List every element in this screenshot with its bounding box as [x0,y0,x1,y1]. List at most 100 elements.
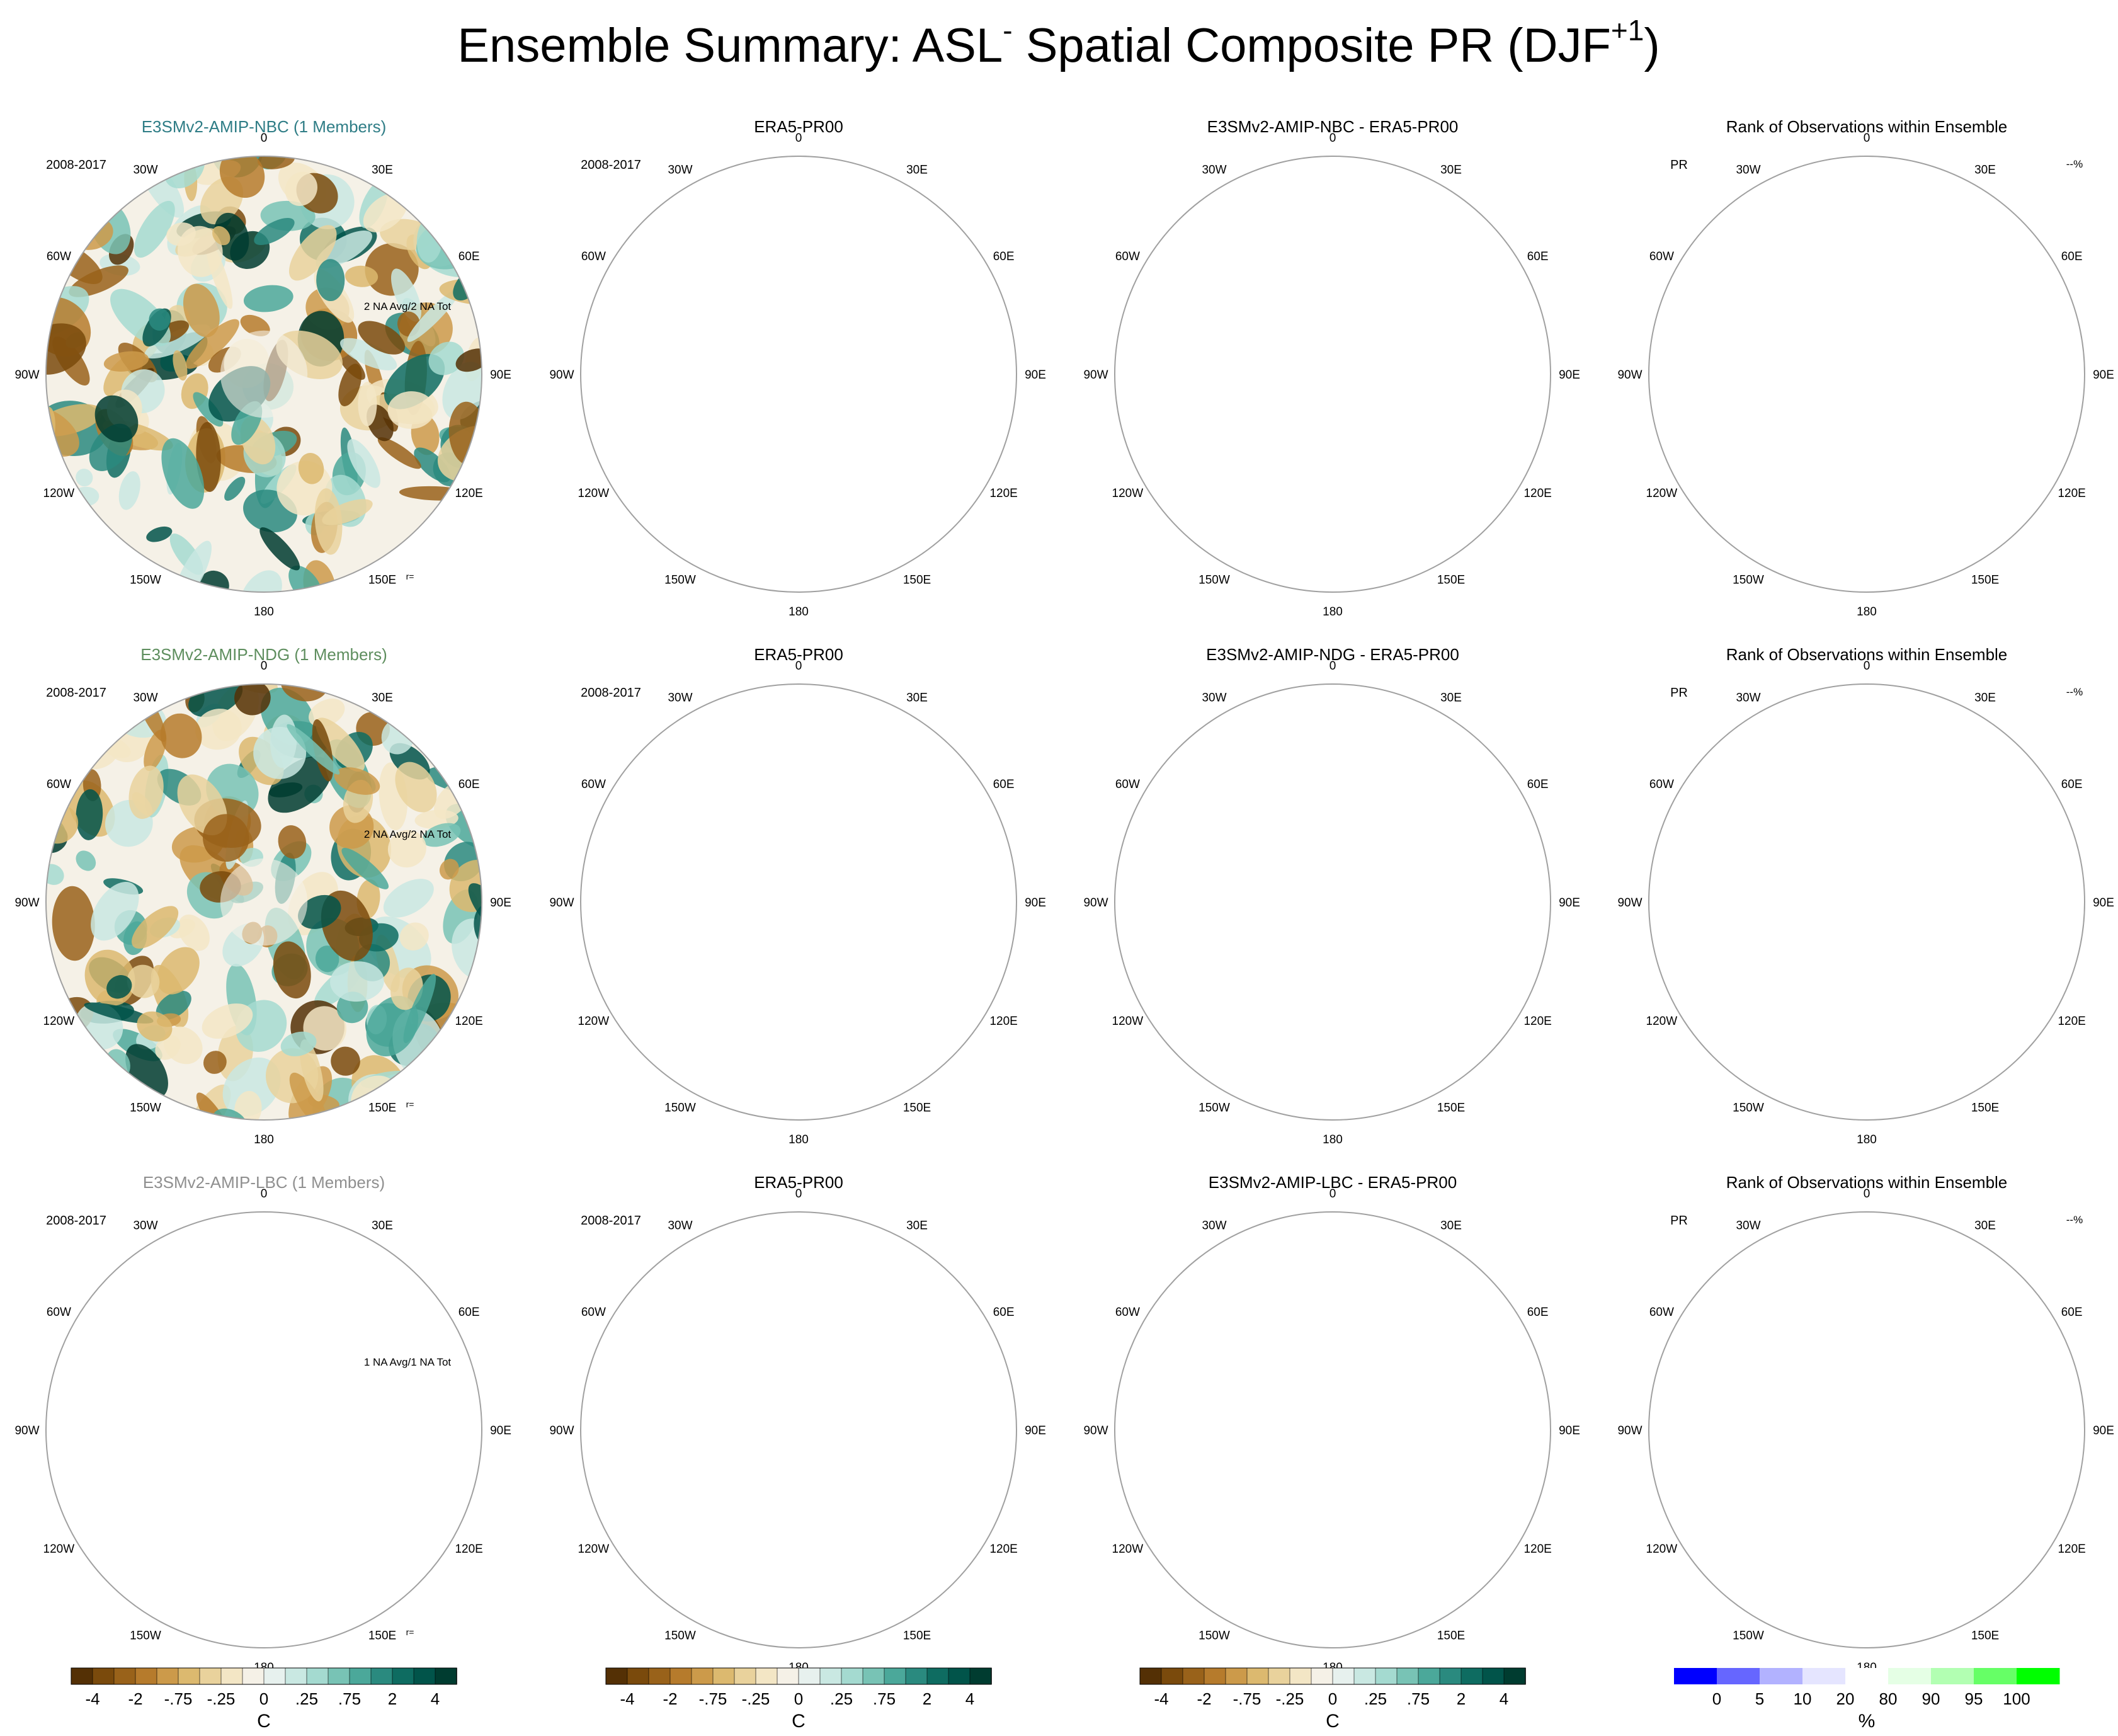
coastline [191,1217,236,1388]
longitude-label: 150W [1198,1102,1230,1115]
colorbar-tick-label: 4 [1500,1689,1508,1708]
longitude-label: 180 [789,1133,809,1146]
coastline [746,329,853,433]
coastline [2056,442,2067,446]
longitude-label: 90E [1559,368,1580,382]
longitude-label: 120W [1112,1015,1144,1028]
panel-corner-label: --% [2066,158,2083,170]
coastline [849,1073,887,1085]
polar-center [220,330,308,418]
longitude-label: 0 [1329,1187,1336,1201]
precip-cell [298,894,341,929]
coastline [2037,244,2040,249]
coastline [1358,1613,1370,1617]
longitude-label: 150W [664,574,696,587]
colorbar-swatch [905,1667,928,1685]
panel-corner-label: PR [1670,158,1688,172]
map-boundary [580,1211,1017,1648]
coastline [1326,1041,1329,1043]
coastline [1120,1378,1236,1425]
map-panel: 0 30E 60E 90E 120E 150E 180 150W 120W 90W 60W 30W Ra… [1617,645,2114,1146]
colorbar-tick-label: 5 [1755,1689,1764,1708]
precip-cell [341,847,389,889]
panel-corner-label: 2008-2017 [46,1214,106,1228]
colorbar: 0 5 10 20 80 90 95 100% [1674,1668,2060,1732]
map-panel: 0 30E 60E 90E 120E 150E 180 150W 120W 90W 60W 30W E3… [1083,117,1580,619]
coastline [824,557,836,561]
longitude-label: 60W [1115,778,1140,791]
longitude-label: 150W [1733,574,1764,587]
longitude-label: 90W [14,368,39,382]
colorbar-swatch [263,1667,286,1685]
longitude-label: 90E [1559,896,1580,910]
longitude-label: 60W [1115,250,1140,263]
longitude-label: 60E [1527,1306,1549,1319]
colorbar-tick-label: .25 [1364,1689,1387,1708]
longitude-label: 30E [906,691,928,704]
longitude-label: 90W [549,368,574,382]
coastline [988,1498,999,1502]
coastline [824,1613,836,1617]
longitude-label: 90W [1083,368,1108,382]
longitude-label: 180 [1323,1133,1343,1146]
coastline [1868,1563,1886,1604]
coastline [736,877,754,915]
longitude-label: 120E [2058,1015,2085,1028]
precip-cell [331,1046,360,1076]
precip-cell [390,268,421,322]
longitude-label: 120W [578,1015,610,1028]
precip-cell [403,974,436,1044]
colorbar-swatch [1268,1667,1290,1685]
map-panel: 0 30E 60E 90E 120E 150E 180 150W 120W 90W 60W 30W ER… [549,117,1045,619]
coastline [850,161,893,223]
colorbar-swatch [1760,1668,1803,1684]
coastline [2056,970,2067,974]
precip-cell [127,964,160,998]
precip-cell [377,437,421,469]
longitude-label: 60E [458,778,480,791]
panel-title: Rank of Observations within Ensemble [1726,117,2008,136]
coastline [850,689,893,751]
coastline [1280,857,1387,961]
longitude-label: 30E [372,163,393,176]
coastline [1945,1543,1953,1551]
precip-cell [156,990,191,1020]
precip-cell [269,782,303,797]
precip-cell [288,225,337,281]
longitude-label: 30E [906,1219,928,1232]
map-boundary [45,683,482,1121]
coastline [1814,857,1921,961]
precip-cell [387,391,435,429]
panel-corner-label: 2008-2017 [46,686,106,700]
longitude-label: 120W [1112,487,1144,500]
precip-cell [315,945,339,973]
colorbar-swatch [199,1667,222,1685]
coastline [1654,1378,1770,1425]
coastline [824,1085,836,1089]
longitude-label: 150W [130,1102,161,1115]
colorbar-swatch [178,1667,200,1685]
longitude-label: 60E [993,778,1015,791]
colorbar-swatch [798,1667,821,1685]
coastline [1522,1498,1533,1502]
coastline [988,442,999,446]
coastline [842,1531,934,1617]
longitude-label: 60E [993,250,1015,263]
longitude-label: 0 [795,1187,802,1201]
precip-cell [144,324,210,359]
colorbar-unit: % [1859,1711,1876,1732]
panel-corner-label: PR [1670,1214,1688,1228]
coastline [1917,1601,1955,1613]
colorbar-swatch [413,1667,436,1685]
coastline [736,1405,754,1442]
precip-cell [273,941,311,999]
longitude-label: 30E [372,1219,393,1232]
colorbar-swatch [669,1667,692,1685]
coastline [1484,1342,1486,1345]
colorbar-tick-label: 90 [1922,1689,1940,1708]
panel-grid: 0 30E 60E 90E 120E 150E 180 150W 120W 90W 60W 30W E3… [14,117,2114,1674]
colorbar-frame [605,1667,992,1685]
precip-cell [407,288,460,342]
longitude-label: 60E [2061,250,2083,263]
